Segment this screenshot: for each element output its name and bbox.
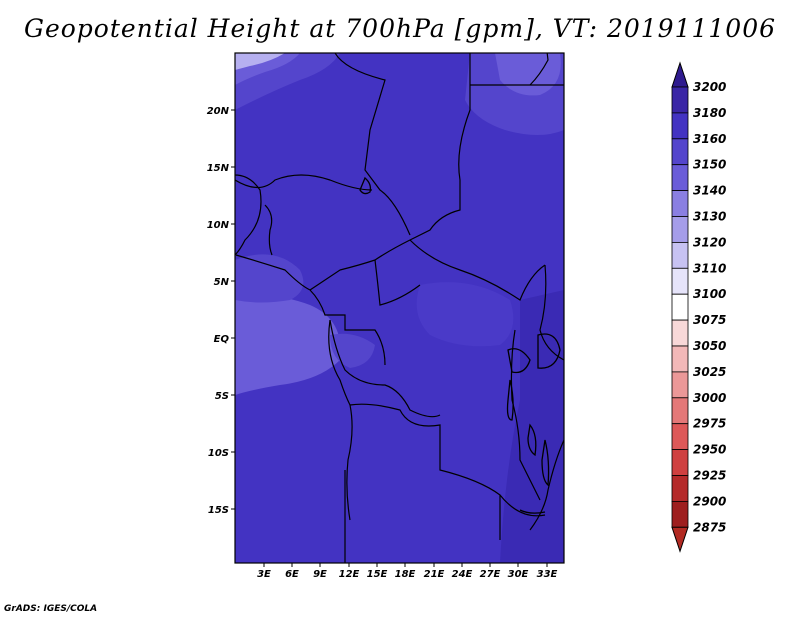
colorbar-segment: [671, 190, 689, 217]
field-darker-east: [500, 290, 564, 563]
colorbar-label: 2925: [693, 469, 726, 483]
colorbar-label: 3075: [693, 313, 726, 327]
colorbar-label: 2950: [693, 443, 726, 457]
colorbar-segment: [671, 423, 689, 451]
colorbar: 3200 3180 3160 3150 3140 3130 3120 3110 3100 3075…: [671, 61, 726, 553]
lon-label-3e: 3E: [257, 569, 271, 580]
colorbar-label: 3160: [693, 132, 726, 146]
colorbar-label: 3180: [693, 106, 726, 120]
boundary-west-coast: [235, 174, 262, 256]
map-title: Geopotential Height at 700hPa [gpm], VT:…: [23, 14, 777, 43]
colorbar-label: 3025: [693, 365, 726, 379]
geopotential-field: [235, 53, 564, 563]
field-lighter-central: [330, 333, 375, 368]
boundary-congo: [329, 319, 441, 418]
country-boundaries: [235, 53, 564, 563]
colorbar-segment: [671, 164, 689, 191]
lake-tanganyika: [506, 379, 514, 421]
boundary-angola-drc: [349, 403, 501, 540]
lat-label-5n: 5N: [214, 277, 230, 288]
lon-label-12e: 12E: [339, 569, 360, 580]
colorbar-label: 2900: [693, 494, 726, 508]
colorbar-label: 3110: [693, 261, 726, 275]
colorbar-segment: [671, 500, 689, 528]
boundary-great-lakes: [510, 329, 541, 501]
lat-label-eq: EQ: [214, 334, 230, 345]
coastline-west-central: [328, 319, 353, 521]
colorbar-segment: [671, 267, 689, 295]
lake-malawi: [541, 439, 550, 487]
lon-axis: 3E 6E 9E 12E 15E 18E 21E 24E 27E 30E 33E: [257, 563, 558, 580]
colorbar-label: 3150: [693, 158, 726, 172]
colorbar-label: 3000: [693, 391, 726, 405]
colorbar-label: 3100: [693, 287, 726, 301]
field-light-west: [235, 296, 341, 395]
colorbar-segment: [671, 293, 689, 321]
colorbar-segment: [671, 345, 689, 373]
lon-label-27e: 27E: [480, 569, 501, 580]
colorbar-label: 2975: [693, 417, 726, 431]
colorbar-segment: [671, 241, 689, 269]
lat-label-15s: 15S: [208, 505, 229, 516]
lon-label-15e: 15E: [367, 569, 388, 580]
boundary-benin-togo: [264, 204, 273, 256]
lake-victoria: [537, 333, 561, 369]
boundary-niger-chad: [334, 53, 411, 236]
coastline-gulf-of-guinea: [235, 254, 311, 291]
colorbar-segment: [671, 112, 689, 140]
lon-label-30e: 30E: [508, 569, 529, 580]
coastline-red-sea: [529, 53, 549, 86]
colorbar-segment: [671, 319, 689, 347]
boundary-chad-sudan: [309, 53, 471, 291]
field-lighter-west-n: [235, 254, 304, 303]
colorbar-label: 3140: [693, 184, 726, 198]
lon-label-21e: 21E: [424, 569, 445, 580]
colorbar-top-arrow: [671, 61, 689, 88]
lake-malawi-n: [527, 423, 537, 457]
lakes: [359, 176, 561, 514]
colorbar-segment: [671, 475, 689, 502]
colorbar-label: 3120: [693, 235, 726, 249]
lake-victoria-w: [507, 348, 531, 374]
lat-label-10s: 10S: [208, 448, 229, 459]
lon-label-6e: 6E: [285, 569, 299, 580]
colorbar-segment: [671, 449, 689, 476]
field-lighter-east: [416, 282, 514, 347]
boundary-car-cameroon: [374, 259, 421, 306]
colorbar-bottom-arrow: [671, 526, 689, 553]
lake-chad: [359, 176, 372, 195]
colorbar-segment: [671, 371, 689, 399]
lake-kariba: [519, 509, 546, 514]
coastline-mozambique: [529, 439, 564, 531]
colorbar-label: 3130: [693, 210, 726, 224]
colorbar-segment: [671, 216, 689, 243]
boundary-east-africa: [539, 264, 564, 361]
lat-label-10n: 10N: [207, 220, 230, 231]
lon-label-33e: 33E: [537, 569, 558, 580]
map-frame: [234, 52, 565, 564]
boundary-car-south: [409, 239, 546, 301]
lat-label-5s: 5S: [215, 391, 229, 402]
lat-label-15n: 15N: [207, 163, 230, 174]
lon-label-24e: 24E: [452, 569, 473, 580]
lat-axis: 20N 15N 10N 5N EQ 5S 10S 15S: [207, 106, 235, 516]
colorbar-label: 2875: [693, 520, 726, 534]
grads-credit: GrADS: IGES/COLA: [4, 604, 98, 614]
field-lightest-nw: [235, 53, 285, 70]
lon-label-9e: 9E: [313, 569, 327, 580]
boundary-zambia: [499, 494, 546, 517]
colorbar-label: 3200: [693, 80, 726, 94]
colorbar-segment: [671, 138, 689, 166]
lat-label-20n: 20N: [207, 106, 230, 117]
boundary-cameroon-gabon: [309, 289, 386, 366]
colorbar-label: 3050: [693, 339, 726, 353]
lon-label-18e: 18E: [395, 569, 416, 580]
colorbar-segment: [671, 86, 689, 114]
colorbar-segment: [671, 397, 689, 425]
